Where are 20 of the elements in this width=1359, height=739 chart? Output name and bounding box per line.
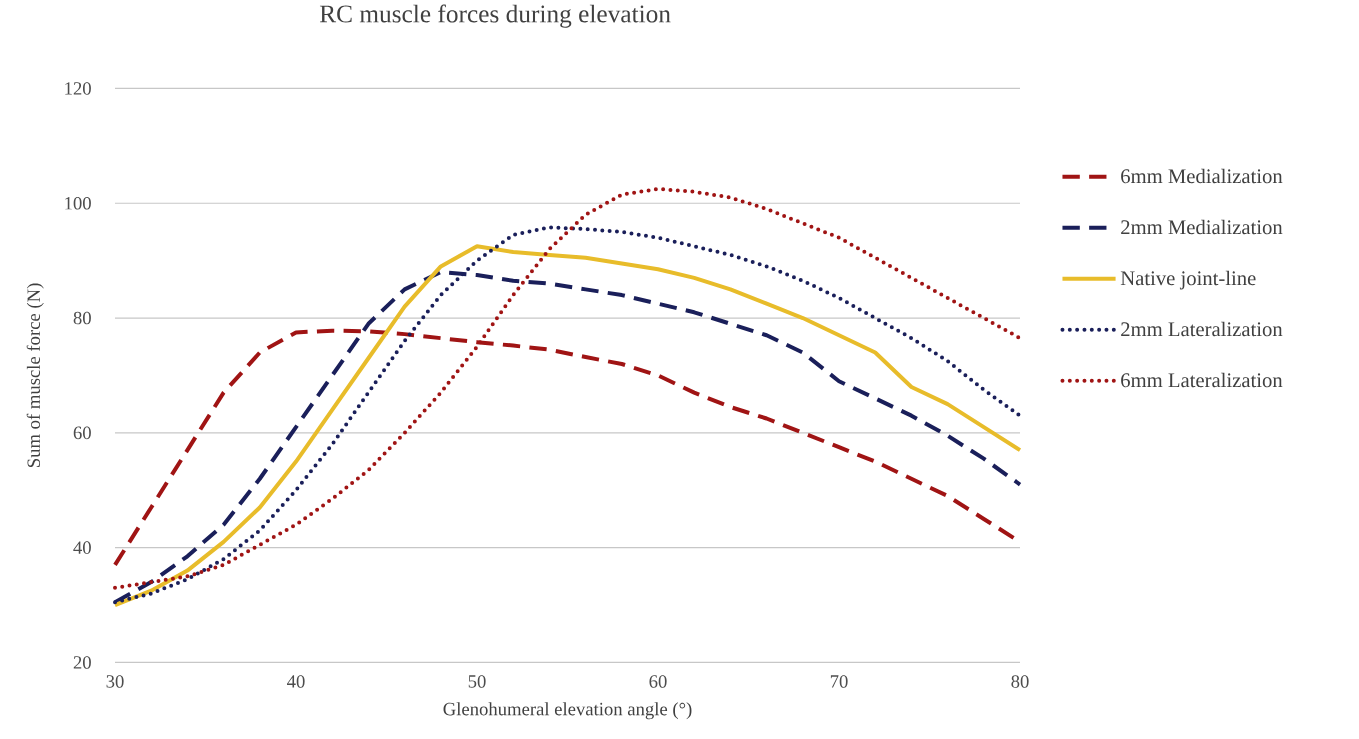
- legend-label: 2mm Lateralization: [1121, 321, 1283, 337]
- legend-label: 2mm Medialization: [1121, 219, 1283, 235]
- legend-label: 6mm Medialization: [1121, 168, 1283, 184]
- y-tick-label: 100: [65, 196, 91, 210]
- y-tick-label: 40: [73, 541, 91, 554]
- x-tick-label: 80: [1011, 674, 1029, 688]
- x-tick-label: 50: [468, 674, 486, 688]
- x-tick-label: 70: [830, 674, 848, 688]
- x-tick-label: 60: [649, 674, 667, 688]
- y-tick-label: 120: [65, 81, 91, 95]
- legend-label: 6mm Lateralization: [1121, 372, 1283, 388]
- x-tick-label: 30: [106, 674, 124, 688]
- legend-label: Native joint-line: [1120, 270, 1256, 290]
- y-tick-label: 60: [73, 426, 91, 439]
- y-tick-label: 20: [73, 655, 91, 669]
- y-tick-label: 80: [73, 311, 91, 325]
- y-axis-title: Sum of muscle force (N): [26, 283, 44, 467]
- chart-title: RC muscle forces during elevation: [319, 4, 671, 28]
- x-tick-label: 40: [287, 674, 305, 688]
- x-axis-title: Glenohumeral elevation angle (°): [443, 702, 692, 720]
